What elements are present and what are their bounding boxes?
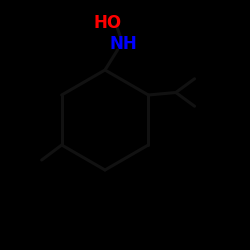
Text: HO: HO [94,14,122,32]
Text: NH: NH [110,35,138,53]
